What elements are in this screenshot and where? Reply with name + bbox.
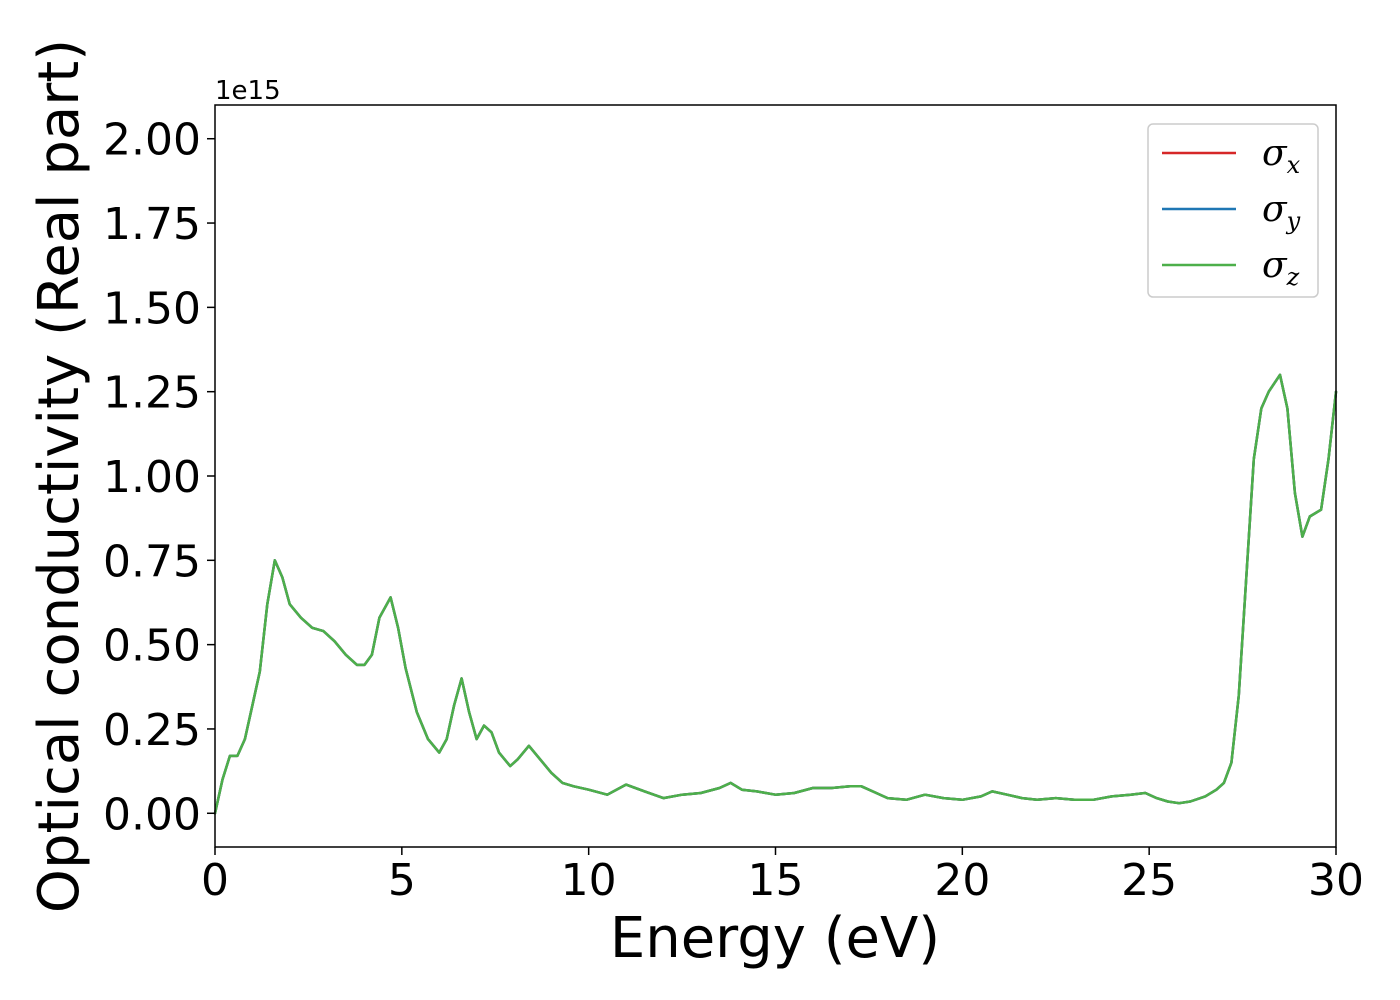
y-tick-label: 1.75: [103, 199, 201, 250]
legend-label-sigma-x: σx: [1262, 133, 1301, 179]
x-tick-label: 10: [561, 855, 617, 906]
legend-label-subscript: y: [1286, 207, 1301, 235]
legend-frame: [1147, 123, 1319, 298]
y-tick-label: 1.25: [103, 368, 201, 419]
legend-label-subscript: z: [1286, 263, 1300, 291]
legend-label-sigma-y: σy: [1262, 189, 1301, 235]
x-tick-label: 20: [934, 855, 990, 906]
y-axis-label: Optical conductivity (Real part): [27, 39, 92, 913]
x-axis-label: Energy (eV): [610, 906, 940, 971]
y-tick-label: 0.75: [103, 536, 201, 587]
y-axis-ticks: 0.00 0.25 0.50 0.75 1.00 1.25 1.50 1.75 2.00: [103, 115, 215, 840]
series-line-sigma-z: [213, 373, 1338, 815]
legend-label-sigma-z: σz: [1262, 245, 1300, 291]
x-tick-label: 25: [1121, 855, 1177, 906]
legend-label-symbol: σ: [1262, 133, 1288, 174]
x-tick-label: 5: [388, 855, 416, 906]
y-tick-label: 1.50: [103, 283, 201, 334]
y-tick-label: 0.50: [103, 621, 201, 672]
x-tick-label: 0: [201, 855, 229, 906]
y-tick-label: 0.00: [103, 789, 201, 840]
x-tick-label: 30: [1308, 855, 1364, 906]
x-tick-label: 15: [748, 855, 804, 906]
plot-lines: [213, 373, 1338, 815]
y-tick-label: 0.25: [103, 705, 201, 756]
legend-label-symbol: σ: [1262, 189, 1288, 230]
legend-label-subscript: x: [1287, 151, 1301, 179]
y-tick-label: 2.00: [103, 115, 201, 166]
y-offset-label: 1e15: [215, 76, 281, 106]
y-tick-label: 1.00: [103, 452, 201, 503]
legend-label-symbol: σ: [1262, 245, 1288, 286]
x-axis-ticks: 0 5 10 15 20 25 30: [201, 847, 1364, 906]
